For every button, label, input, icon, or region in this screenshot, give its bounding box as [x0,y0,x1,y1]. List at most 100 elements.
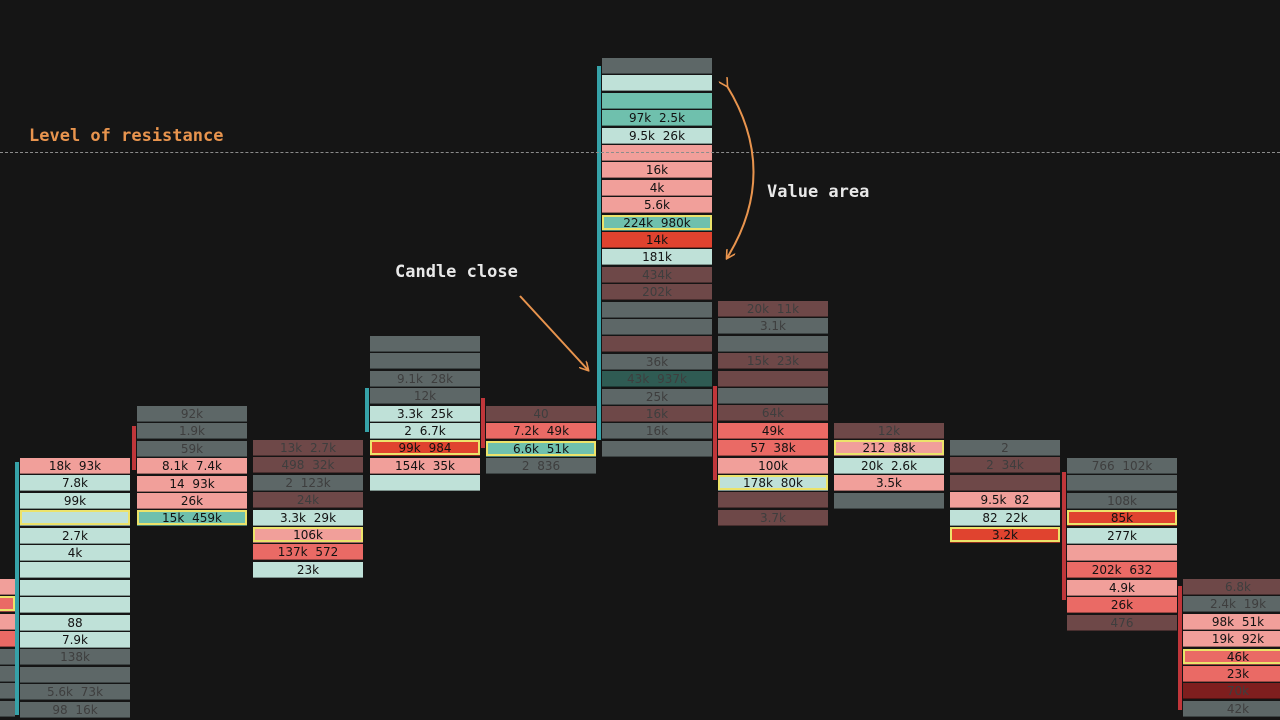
footprint-cell: 498 32k [253,457,363,474]
cell-volume-label: 212 88k [862,441,916,456]
footprint-cell: 97k 2.5k [602,110,712,127]
footprint-cell: 4k [602,179,712,196]
footprint-cell: 5.6k 73k [20,684,130,701]
cell-volume-label: 99k 984 [398,441,452,456]
cell-volume-label: 137k 572 [277,545,339,560]
cell-volume-label: 2 34k [986,458,1024,473]
footprint-cell: 23k [1183,666,1280,682]
footprint-cell: 137k 572 [253,544,363,561]
footprint-cell [602,336,712,353]
footprint-cell: 14k [602,232,712,248]
footprint-cell: 40 [486,406,596,422]
cell-volume-label: 16k [645,424,669,439]
footprint-cell: 3.3k 25k [370,405,480,422]
cell-volume-label: 13k 2.7k [279,441,337,455]
cell-volume-label: 6.8k [1224,580,1252,594]
footprint-cell: 99k 984 [370,440,480,457]
cell-volume-label: 8.1k 7.4k [162,459,222,474]
cell-volume-label: 3.5k [875,476,903,491]
footprint-cell: 98 16k [20,701,130,718]
footprint-cell: 2.4k 19k [1183,596,1280,613]
cell-volume-label: 2 6.7k [404,424,446,438]
footprint-cell [370,475,480,492]
candle-wick [15,462,19,715]
cell-volume-label: 97k 2.5k [628,111,686,126]
cell-volume-label: 3.1k [759,319,787,334]
cell-volume-label: 40 [533,407,549,421]
cell-volume-label: 26k [180,494,204,508]
candle-wick [713,386,717,480]
candle-wick [1178,586,1182,710]
footprint-cell: 59k [137,440,247,457]
footprint-cell: 3.5k [834,475,944,492]
cell-volume-label: 43k 937k [627,372,687,387]
cell-volume-label: 498 32k [281,458,335,473]
footprint-cell: 99k [20,492,130,509]
cell-volume-label: 5.6k [643,198,671,213]
value-area-label: Value area [767,182,870,202]
footprint-cell [602,319,712,335]
footprint-cell: 49k [718,422,828,439]
cell-volume-label: 1.9k [178,424,206,439]
cell-volume-label: 3.7k [759,510,787,525]
footprint-cell: 2 836 [486,458,596,475]
cell-volume-label: 108k [1107,493,1137,508]
cell-volume-label: 23k [296,562,320,577]
footprint-cell: 202k [602,284,712,301]
cell-volume-label: 4.9k [1108,580,1136,595]
cell-volume-label: 18k 93k [48,459,102,473]
footprint-cell [718,492,828,509]
cell-volume-label: 100k [758,458,788,473]
cell-volume-label: 2 836 [521,459,561,474]
resistance-line [0,152,1280,153]
footprint-cell [602,75,712,92]
footprint-cell [0,631,15,648]
cell-volume-label: 9.5k 82 [980,493,1030,508]
cell-volume-label: 106k [293,528,323,542]
footprint-cell: 3.2k [950,527,1060,543]
footprint-cell: 16k [602,406,712,422]
cell-volume-label: 64k [761,406,785,421]
footprint-cell: 12k [370,388,480,405]
cell-volume-label: 9.1k 28k [396,371,454,386]
footprint-cell: 19k 92k [1183,631,1280,648]
candle-wick [365,388,369,432]
cell-volume-label: 24k [296,493,320,508]
cell-volume-label: 15k 459k [162,511,222,526]
cell-volume-label: 6.6k 51k [512,441,570,456]
footprint-cell [602,145,712,161]
footprint-cell: 98k 51k [1183,613,1280,630]
footprint-cell: 6.6k 51k [486,440,596,457]
cell-volume-label: 20k 2.6k [860,458,918,473]
cell-volume-label: 7.2k 49k [512,424,570,439]
footprint-cell: 42k [1183,700,1280,717]
footprint-cell: 12k [834,423,944,439]
cell-volume-label: 202k [642,285,672,300]
footprint-cell: 2.7k [20,527,130,544]
footprint-cell: 2 123k [253,474,363,491]
footprint-cell [718,335,828,352]
cell-volume-label: 3.3k 29k [279,510,337,525]
cell-volume-label: 224k 980k [623,215,691,230]
footprint-cell: 16k [602,423,712,440]
footprint-cell: 8.1k 7.4k [137,458,247,475]
cell-volume-label: 15k 23k [746,354,800,369]
cell-volume-label: 82 22k [982,510,1028,525]
footprint-cell: 85k [1067,510,1177,527]
footprint-cell [20,579,130,596]
cell-volume-label: 138k [60,650,90,665]
footprint-cell: 70k [1183,683,1280,700]
cell-volume-label: 26k [1110,598,1134,613]
footprint-cell: 2 34k [950,457,1060,474]
footprint-cell: 92k [137,406,247,422]
footprint-cell: 9.5k 82 [950,492,1060,509]
footprint-cell [602,58,712,74]
footprint-cell [370,353,480,370]
footprint-cell: 138k [20,649,130,666]
cell-volume-label: 202k 632 [1091,563,1153,578]
footprint-cell: 82 22k [950,509,1060,526]
footprint-cell: 26k [1067,597,1177,614]
footprint-cell [602,92,712,109]
